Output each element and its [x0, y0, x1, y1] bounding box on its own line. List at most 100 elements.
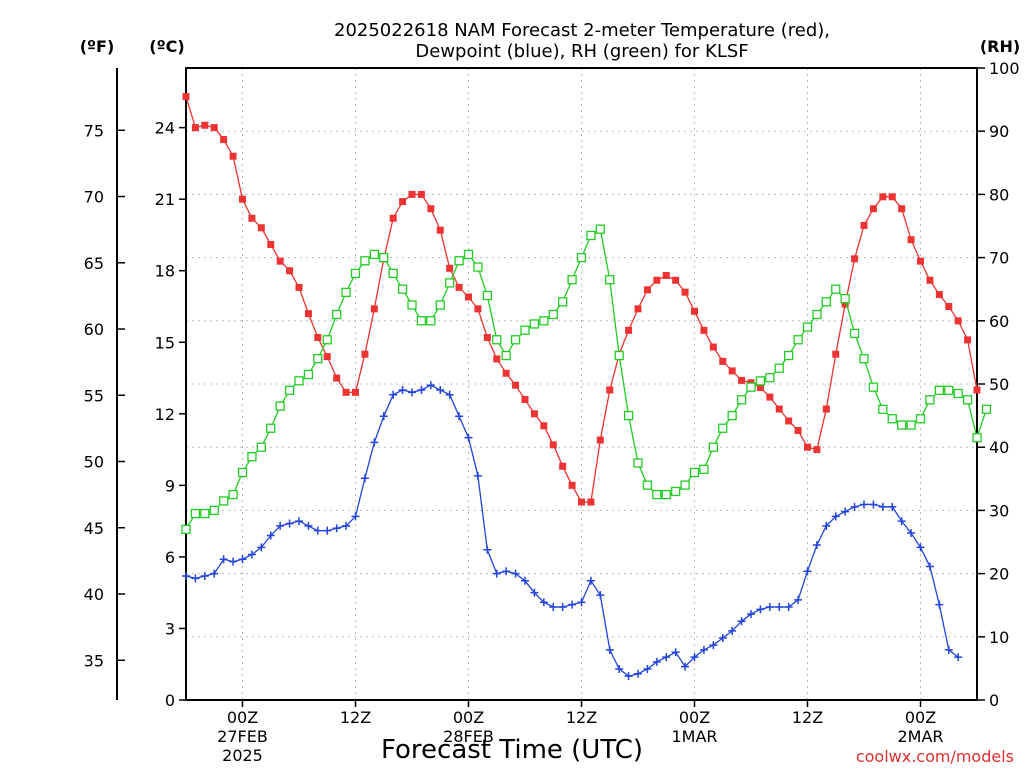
fahrenheit-tick-label: 40: [84, 585, 104, 604]
rh-tick-label: 40: [989, 438, 1009, 457]
rh-point: [303, 369, 314, 380]
rh-point: [746, 382, 756, 392]
rh-point: [906, 420, 916, 430]
temperature-point: [804, 443, 811, 451]
rh-point: [482, 290, 492, 301]
dewpoint-point: [850, 502, 859, 511]
rh-tick-label: 0: [989, 691, 999, 710]
credit-text: coolwx.com/models: [856, 747, 1014, 766]
rh-point: [558, 297, 568, 307]
dewpoint-point: [539, 598, 548, 607]
dewpoint-point: [492, 569, 501, 578]
rh-point: [821, 297, 831, 307]
temperature-point: [540, 422, 548, 430]
rh-point: [802, 322, 813, 332]
dewpoint-point: [558, 602, 567, 611]
rh-point: [680, 480, 690, 490]
dewpoint-point: [247, 550, 256, 559]
temperature-point: [888, 193, 896, 201]
fahrenheit-tick-label: 65: [84, 254, 104, 273]
rh-point: [341, 287, 351, 298]
temperature-point: [700, 326, 708, 334]
temperature-point: [606, 386, 614, 394]
rh-point: [699, 464, 709, 474]
rh-point: [981, 404, 992, 414]
celsius-tick-label: 12: [155, 405, 175, 424]
temperature-point: [907, 236, 915, 244]
temperature-point: [766, 393, 774, 401]
temperature-point: [239, 195, 246, 203]
dewpoint-point: [860, 500, 868, 509]
rh-point: [605, 275, 615, 285]
temperature-point: [417, 190, 425, 198]
temperature-point: [879, 193, 887, 201]
temperature-point: [869, 205, 877, 213]
rh-point: [736, 395, 747, 405]
dewpoint-point: [379, 412, 388, 421]
temperature-point: [549, 441, 557, 449]
dewpoint-point: [652, 657, 661, 666]
dewpoint-point: [624, 672, 633, 681]
temperature-point: [813, 446, 821, 454]
rh-tick-label: 100: [989, 59, 1020, 78]
dewpoint-point: [530, 588, 539, 597]
rh-point: [313, 354, 323, 364]
temperature-point: [775, 405, 783, 413]
rh-point: [322, 335, 332, 345]
temperature-point: [643, 286, 651, 294]
dewpoint-point: [718, 633, 727, 642]
rh-tick-label: 70: [989, 249, 1009, 268]
fahrenheit-tick-label: 60: [84, 320, 104, 339]
rh-point: [586, 230, 596, 241]
fahrenheit-tick-label: 50: [84, 453, 104, 472]
temperature-point: [210, 124, 218, 132]
x-tick-label: 00Z: [905, 708, 936, 727]
dewpoint-point: [699, 645, 708, 654]
temperature-point: [785, 417, 793, 425]
dewpoint-point: [285, 519, 294, 528]
rh-point: [228, 489, 238, 500]
fahrenheit-tick-label: 75: [84, 121, 104, 140]
temperature-point: [342, 388, 350, 396]
rh-point: [200, 508, 210, 519]
x-tick-date: 27FEB: [217, 727, 268, 746]
dewpoint-point: [360, 474, 369, 483]
rh-tick-label: 80: [989, 185, 1009, 204]
temperature-point: [672, 276, 680, 284]
temperature-point: [860, 221, 868, 229]
rh-point: [812, 309, 822, 320]
rh-point: [332, 309, 342, 320]
rh-point: [426, 316, 436, 326]
rh-point: [219, 496, 229, 506]
rh-point: [492, 335, 502, 345]
rh-point: [445, 278, 455, 288]
temperature-point: [634, 305, 642, 313]
rh-point: [407, 300, 417, 310]
temperature-point: [530, 410, 538, 418]
dewpoint-point: [690, 653, 699, 662]
rh-point: [897, 420, 907, 430]
rh-point: [463, 249, 474, 260]
temperature-point: [851, 255, 859, 263]
rh-point: [708, 442, 718, 452]
dewpoint-point: [521, 576, 529, 585]
rh-point: [284, 385, 295, 395]
dewpoint-point: [925, 562, 934, 571]
rh-tick-label: 10: [989, 628, 1009, 647]
rh-point: [567, 275, 577, 285]
temperature-point: [408, 190, 416, 198]
dewpoint-point: [323, 526, 332, 535]
dewpoint-point: [935, 600, 944, 609]
temperature-point: [935, 291, 943, 299]
temperature-point: [220, 136, 228, 144]
temperature-point: [841, 300, 849, 308]
chart-title-line-2: Dewpoint (blue), RH (green) for KLSF: [415, 41, 748, 62]
rh-point: [529, 319, 540, 329]
dewpoint-point: [822, 521, 831, 530]
rh-point: [397, 284, 408, 294]
dewpoint-point: [869, 500, 878, 509]
temperature-point: [691, 307, 698, 315]
rh-tick-label: 60: [989, 312, 1009, 331]
temperature-point: [304, 310, 312, 318]
